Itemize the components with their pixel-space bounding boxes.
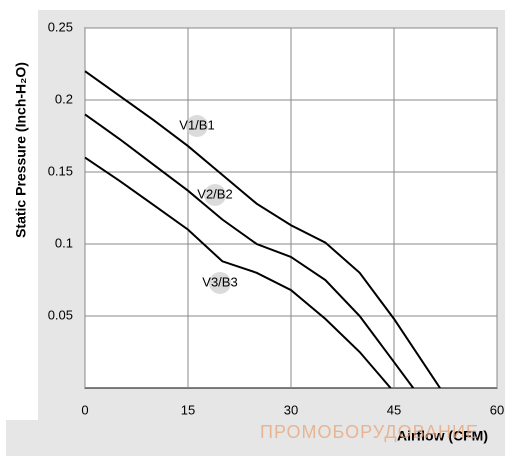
series-label: V3/B3 [202,274,237,289]
series-label: V1/B1 [179,117,214,132]
x-tick-label: 0 [81,402,88,417]
x-tick-label: 60 [490,402,504,417]
series-line [84,70,441,389]
y-tick-label: 0.25 [48,19,73,34]
y-tick-label: 0.05 [48,307,73,322]
series-line [84,156,392,389]
label-marker [204,184,226,206]
y-tick-label: 0.2 [55,91,73,106]
y-axis-label: Static Pressure (Inch-H₂O) [13,62,29,238]
x-tick-label: 45 [387,402,401,417]
x-tick-label: 30 [284,402,298,417]
y-tick-label: 0.15 [48,163,73,178]
x-tick-label: 15 [181,402,195,417]
watermark: ПРОМОБОРУДОВАНИЕ [260,422,479,442]
label-marker [209,272,231,294]
y-tick-label: 0.1 [55,235,73,250]
series-label: V2/B2 [197,186,232,201]
series-line [84,113,415,389]
x-axis-label: Airflow (CFM) [397,428,488,444]
label-marker [186,115,208,137]
label-background [6,420,505,456]
